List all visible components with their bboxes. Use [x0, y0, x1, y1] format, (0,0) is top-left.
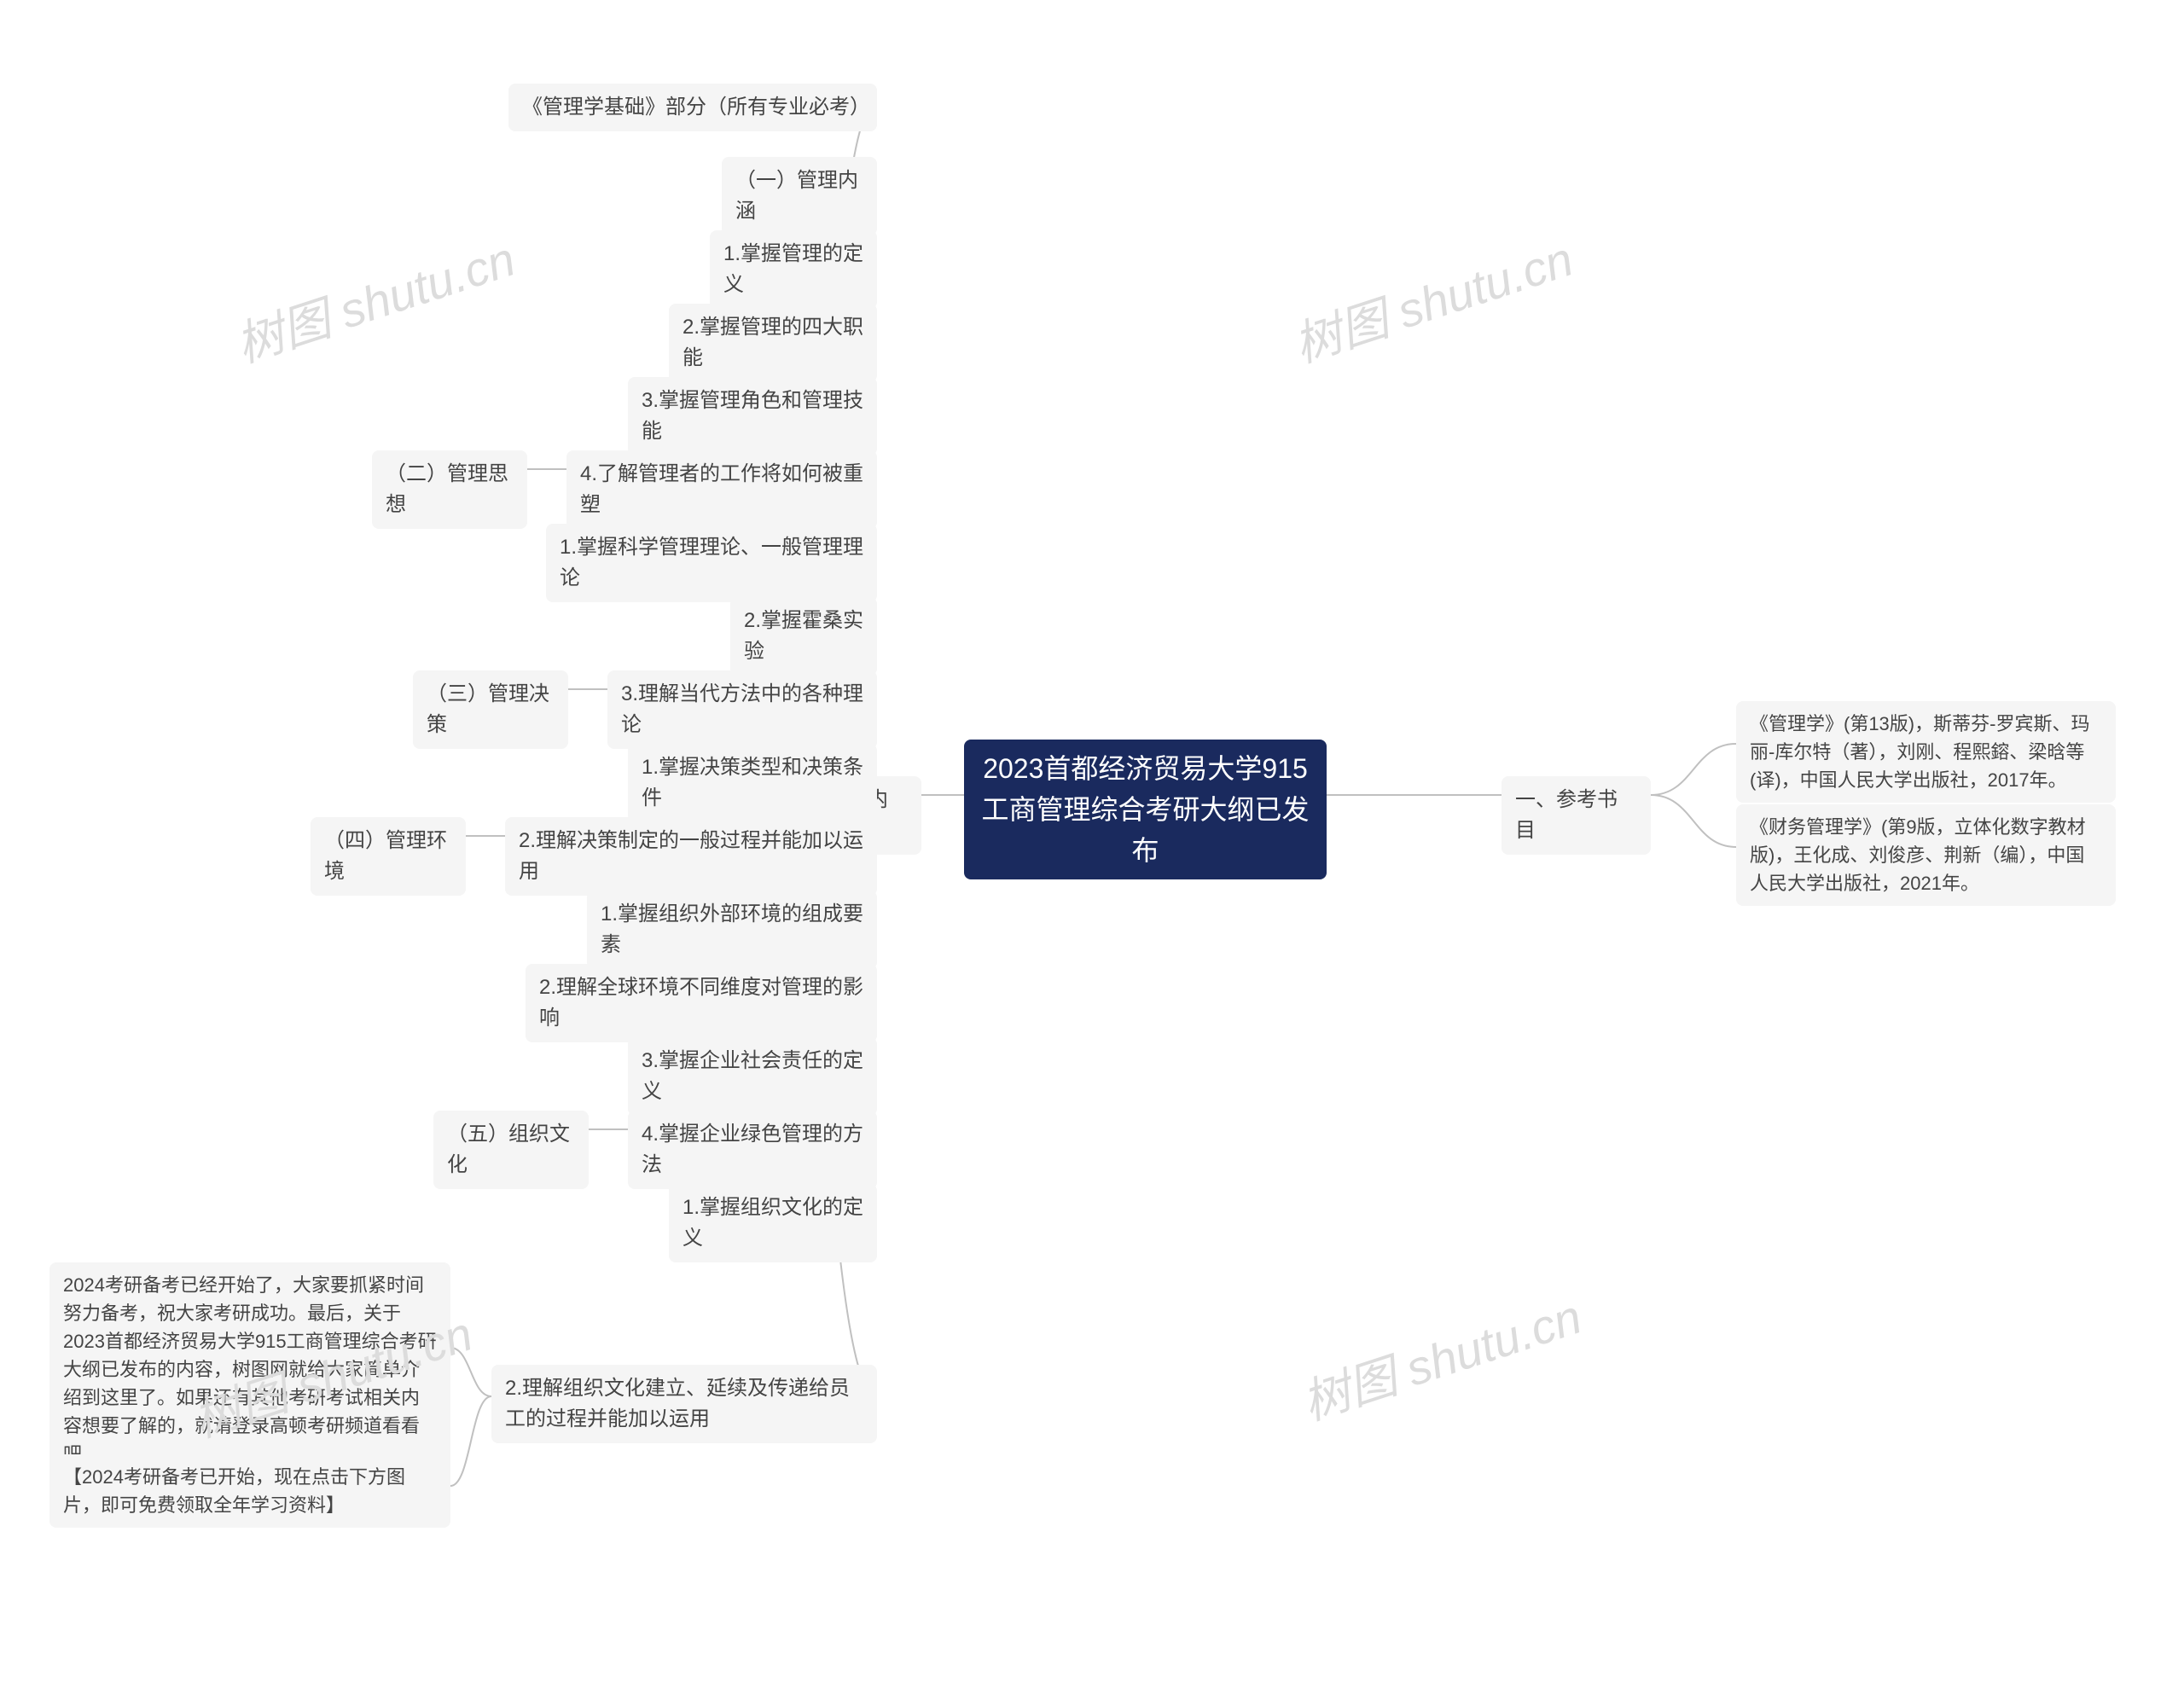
reference-text: 《管理学》(第13版)，斯蒂芬-罗宾斯、玛丽-库尔特（著），刘刚、程熙鎔、梁晗等…	[1750, 710, 2102, 794]
content-item: 1.掌握管理的定义	[710, 230, 877, 309]
branch-references: 一、参考书目	[1502, 776, 1651, 855]
content-text: 1.掌握决策类型和决策条件	[642, 752, 863, 814]
content-text: 4.了解管理者的工作将如何被重塑	[580, 459, 863, 520]
content-text: 2.掌握管理的四大职能	[682, 312, 863, 374]
promo-text: 2024考研备考已经开始了，大家要抓紧时间努力备考，祝大家考研成功。最后，关于2…	[63, 1271, 437, 1468]
content-text: 2.理解全球环境不同维度对管理的影响	[539, 972, 863, 1034]
content-text: 3.掌握企业社会责任的定义	[642, 1046, 863, 1107]
content-text: （一）管理内涵	[735, 165, 863, 227]
content-item: 1.掌握组织外部环境的组成要素	[587, 891, 877, 969]
reference-item: 《管理学》(第13版)，斯蒂芬-罗宾斯、玛丽-库尔特（著），刘刚、程熙鎔、梁晗等…	[1736, 701, 2116, 803]
section-heading: （五）组织文化	[433, 1111, 589, 1189]
content-text: 2.掌握霍桑实验	[744, 606, 863, 667]
section-text: （二）管理思想	[386, 459, 514, 520]
content-text: 2.理解决策制定的一般过程并能加以运用	[519, 826, 863, 887]
watermark: 树图 shutu.cn	[1284, 221, 1581, 376]
content-text: 1.掌握组织外部环境的组成要素	[601, 899, 863, 960]
content-item: 2.掌握霍桑实验	[730, 597, 877, 676]
content-item: 3.理解当代方法中的各种理论	[607, 670, 877, 749]
section-text: （三）管理决策	[427, 679, 555, 740]
content-item: 3.掌握管理角色和管理技能	[628, 377, 877, 455]
content-item: 4.掌握企业绿色管理的方法	[628, 1111, 877, 1189]
content-item: 3.掌握企业社会责任的定义	[628, 1037, 877, 1116]
content-text: 《管理学基础》部分（所有专业必考）	[522, 92, 863, 123]
content-item: 2.理解全球环境不同维度对管理的影响	[526, 964, 877, 1042]
content-item: 2.理解组织文化建立、延续及传递给员工的过程并能加以运用	[491, 1365, 877, 1443]
content-text: 3.理解当代方法中的各种理论	[621, 679, 863, 740]
content-item: 1.掌握科学管理理论、一般管理理论	[546, 524, 877, 602]
content-item: 1.掌握组织文化的定义	[669, 1184, 877, 1262]
content-item: 2.理解决策制定的一般过程并能加以运用	[505, 817, 877, 896]
reference-item: 《财务管理学》(第9版，立体化数字教材版)，王化成、刘俊彦、荆新（编），中国人民…	[1736, 804, 2116, 906]
mindmap-center: 2023首都经济贸易大学915工商管理综合考研大纲已发布	[964, 740, 1327, 879]
content-text: 1.掌握管理的定义	[723, 239, 863, 300]
promo-item: 2024考研备考已经开始了，大家要抓紧时间努力备考，祝大家考研成功。最后，关于2…	[49, 1262, 450, 1477]
watermark: 树图 shutu.cn	[1292, 1279, 1589, 1434]
promo-text: 【2024考研备考已开始，现在点击下方图片，即可免费领取全年学习资料】	[63, 1463, 437, 1519]
content-text: 1.掌握组织文化的定义	[682, 1192, 863, 1254]
reference-text: 《财务管理学》(第9版，立体化数字教材版)，王化成、刘俊彦、荆新（编），中国人民…	[1750, 813, 2102, 897]
center-text: 2023首都经济贸易大学915工商管理综合考研大纲已发布	[978, 748, 1313, 871]
section-text: （四）管理环境	[324, 826, 452, 887]
content-item: 《管理学基础》部分（所有专业必考）	[508, 84, 877, 131]
content-item: 1.掌握决策类型和决策条件	[628, 744, 877, 822]
content-item: 2.掌握管理的四大职能	[669, 304, 877, 382]
content-text: 2.理解组织文化建立、延续及传递给员工的过程并能加以运用	[505, 1373, 863, 1435]
content-item: （一）管理内涵	[722, 157, 877, 235]
promo-item: 【2024考研备考已开始，现在点击下方图片，即可免费领取全年学习资料】	[49, 1454, 450, 1528]
watermark: 树图 shutu.cn	[226, 221, 523, 376]
content-item: 4.了解管理者的工作将如何被重塑	[566, 450, 877, 529]
content-text: 3.掌握管理角色和管理技能	[642, 386, 863, 447]
branch-label: 一、参考书目	[1515, 785, 1637, 846]
section-text: （五）组织文化	[447, 1119, 575, 1181]
section-heading: （二）管理思想	[372, 450, 527, 529]
content-text: 1.掌握科学管理理论、一般管理理论	[560, 532, 863, 594]
content-text: 4.掌握企业绿色管理的方法	[642, 1119, 863, 1181]
section-heading: （四）管理环境	[311, 817, 466, 896]
section-heading: （三）管理决策	[413, 670, 568, 749]
